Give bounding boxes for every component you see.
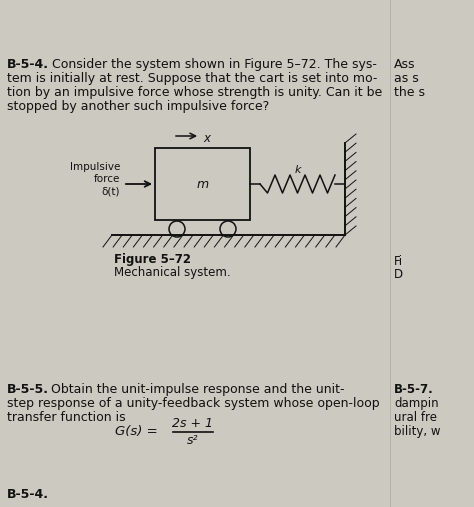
Text: the s: the s	[394, 86, 425, 99]
Text: Consider the system shown in Figure 5–72. The sys-: Consider the system shown in Figure 5–72…	[52, 58, 377, 71]
Text: δ(t): δ(t)	[101, 186, 120, 196]
Text: k: k	[294, 165, 301, 175]
Text: stopped by another such impulsive force?: stopped by another such impulsive force?	[7, 100, 269, 113]
Text: Ass: Ass	[394, 58, 416, 71]
Text: D: D	[394, 268, 403, 281]
Text: step response of a unity-feedback system whose open-loop: step response of a unity-feedback system…	[7, 397, 380, 410]
Text: B-5-7.: B-5-7.	[394, 383, 434, 396]
Text: B-5-4.: B-5-4.	[7, 58, 49, 71]
Text: Impulsive: Impulsive	[70, 162, 120, 172]
Text: force: force	[94, 174, 120, 184]
Text: B-5-5.: B-5-5.	[7, 383, 49, 396]
Text: bility, w: bility, w	[394, 425, 440, 438]
Text: x: x	[203, 132, 210, 145]
Text: Obtain the unit-impulse response and the unit-: Obtain the unit-impulse response and the…	[47, 383, 345, 396]
Text: B-5-4.: B-5-4.	[7, 488, 49, 501]
Text: tion by an impulsive force whose strength is unity. Can it be: tion by an impulsive force whose strengt…	[7, 86, 382, 99]
Text: Fi: Fi	[394, 255, 403, 268]
Text: G(s) =: G(s) =	[115, 425, 158, 439]
Text: Figure 5–72: Figure 5–72	[114, 253, 191, 266]
Text: dampin: dampin	[394, 397, 438, 410]
Text: 2s + 1: 2s + 1	[173, 417, 213, 430]
Text: tem is initially at rest. Suppose that the cart is set into mo-: tem is initially at rest. Suppose that t…	[7, 72, 377, 85]
Text: m: m	[196, 177, 209, 191]
Text: s²: s²	[187, 434, 199, 447]
Text: ural fre: ural fre	[394, 411, 437, 424]
Text: as s: as s	[394, 72, 419, 85]
Bar	[155, 148, 250, 220]
Text: transfer function is: transfer function is	[7, 411, 126, 424]
Text: Mechanical system.: Mechanical system.	[114, 266, 231, 279]
